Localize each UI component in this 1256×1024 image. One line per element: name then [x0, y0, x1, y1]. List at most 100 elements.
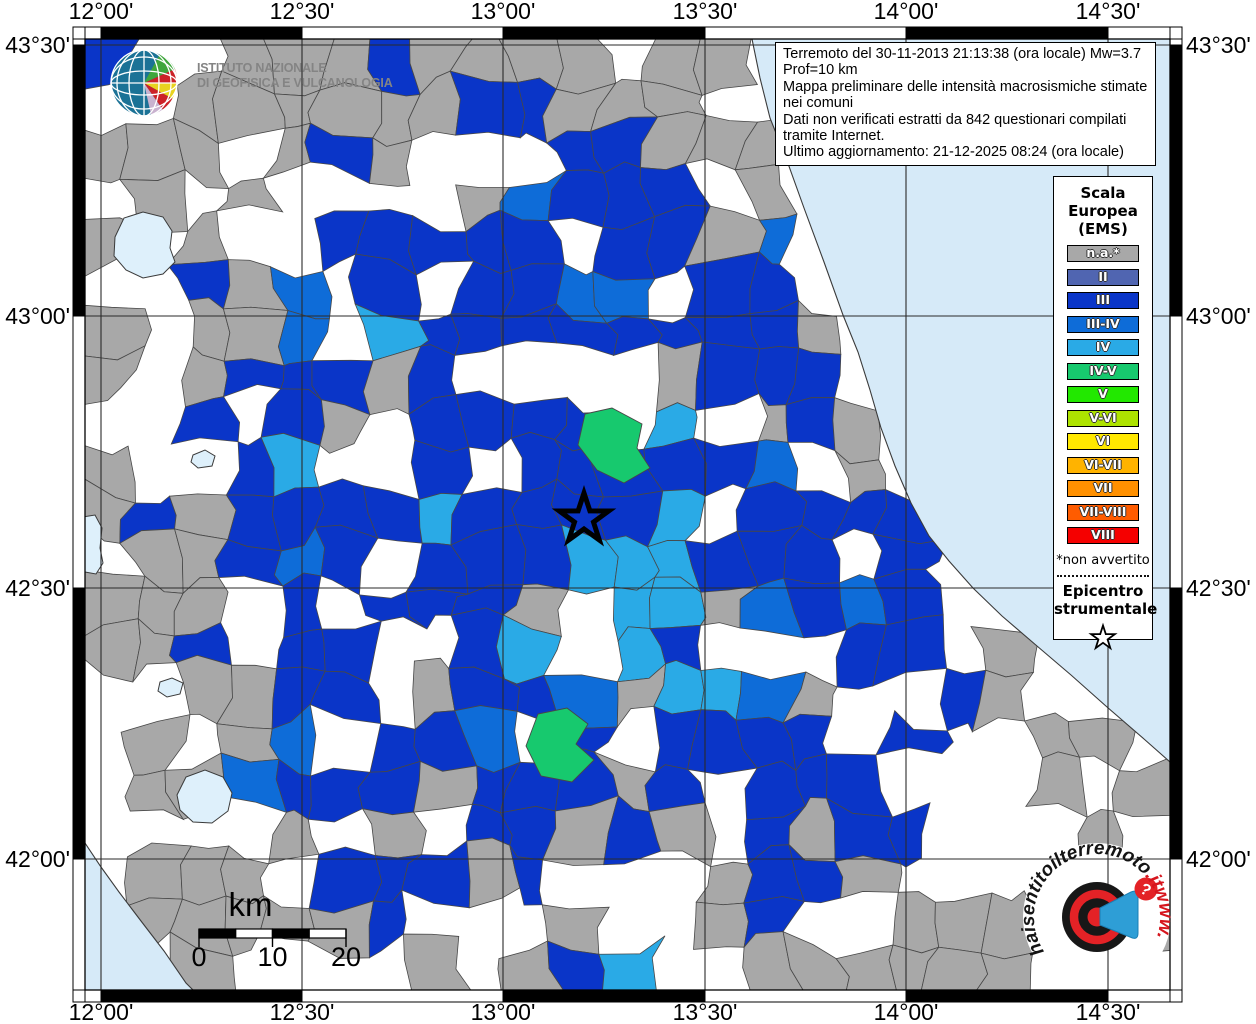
- scale-bar-segment: [308, 928, 347, 939]
- info-line-map-type: Mappa preliminare delle intensità macros…: [783, 78, 1148, 112]
- legend-title-line3: (EMS): [1078, 220, 1128, 238]
- municipality: [215, 177, 284, 213]
- longitude-label-bottom: 14°30': [1075, 999, 1141, 1024]
- info-line-questionnaires: Dati non verificati estratti da 842 ques…: [783, 111, 1127, 145]
- municipality-iv-v: [577, 407, 651, 484]
- earthquake-info-box: Terremoto del 30-11-2013 21:13:38 (ora l…: [775, 42, 1156, 166]
- legend-epicenter-line1: Epicentro: [1062, 582, 1144, 600]
- frame-segment: [72, 587, 86, 860]
- municipality: [920, 946, 989, 990]
- frame-segment: [1169, 315, 1183, 589]
- frame-segment: [72, 315, 86, 589]
- municipality: [656, 341, 703, 413]
- scale-bar-tick-label: 0: [191, 942, 206, 972]
- municipality: [742, 931, 804, 990]
- legend-swatch-iv-v: IV-V: [1067, 362, 1139, 380]
- scale-bar-tick-label: 20: [331, 942, 361, 972]
- municipality: [782, 930, 850, 990]
- latitude-label-left: 43°00': [5, 303, 70, 329]
- municipality: [892, 891, 940, 954]
- municipality: [547, 940, 605, 990]
- frame-segment: [704, 26, 907, 40]
- coastline: [751, 39, 1170, 763]
- frame-segment: [502, 26, 706, 40]
- municipality: [875, 709, 954, 756]
- question-mark-icon: ?: [1134, 877, 1158, 901]
- latitude-label-right: 42°30': [1186, 575, 1251, 601]
- longitude-label-top: 13°30': [672, 0, 738, 24]
- legend-swatch-iii: III: [1067, 292, 1139, 309]
- frame-corner: [72, 26, 86, 40]
- lake: [85, 514, 104, 575]
- lake: [113, 211, 176, 279]
- legend-swatch-n-a-: n.a.*: [1067, 245, 1139, 262]
- frame-corner: [1169, 989, 1183, 1003]
- municipality: [319, 399, 371, 454]
- longitude-label-top: 12°00': [68, 0, 134, 24]
- legend-swatch-vii-viii: VII-VIII: [1067, 503, 1139, 521]
- frame-corner: [72, 989, 86, 1003]
- frame-corner: [1169, 26, 1183, 40]
- frame-segment: [72, 38, 86, 46]
- plot-border: [84, 38, 1171, 991]
- legend-entries: n.a.* II III III-IV IV IV-V V V-VI VI VI-VII VII VI…: [1054, 245, 1152, 544]
- map-frame: [72, 26, 1183, 1003]
- municipality: [976, 952, 1034, 990]
- municipality: [835, 944, 897, 990]
- longitude-label-bottom: 14°00': [873, 999, 939, 1024]
- legend-epicenter-line2: strumentale: [1054, 600, 1158, 618]
- scale-bar-tick-label: 10: [257, 942, 287, 972]
- legend-swatch-v: V: [1067, 386, 1139, 403]
- legend-swatch-v-vi: V-VI: [1067, 409, 1139, 427]
- municipality: [410, 439, 473, 500]
- latitude-label-left: 42°00': [5, 846, 70, 872]
- scale-bar-segment: [235, 928, 274, 939]
- tyrrhenian-sea: [85, 843, 193, 990]
- municipality: [369, 137, 413, 187]
- scale-bar-segment: [271, 928, 310, 939]
- legend-title-line2: Europea: [1068, 202, 1138, 220]
- municipality: [403, 933, 472, 990]
- frame-segment: [301, 26, 504, 40]
- municipality: [1111, 757, 1170, 818]
- ingv-text-line2: DI GEOFISICA E VULCANOLOGIA: [197, 76, 393, 90]
- ems-legend: Scala Europea (EMS) n.a.* II III III-IV IV IV…: [1053, 176, 1158, 651]
- scale-bar-unit: km: [229, 886, 273, 923]
- frame-segment: [100, 26, 303, 40]
- longitude-label-bottom: 13°30': [672, 999, 738, 1024]
- municipality: [497, 940, 564, 990]
- municipality: [692, 39, 759, 96]
- frame-segment: [84, 26, 102, 40]
- municipality: [693, 901, 749, 950]
- legend-title-line1: Scala: [1080, 184, 1126, 202]
- frame-segment: [72, 44, 86, 317]
- municipality: [510, 397, 568, 441]
- haisentito-site-logo: ? haisentitoilterremoto.it www.: [1018, 838, 1177, 959]
- legend-divider: [1057, 575, 1149, 577]
- longitude-label-top: 14°30': [1075, 0, 1141, 24]
- lake: [190, 449, 216, 469]
- lake: [176, 769, 233, 824]
- frame-segment: [1169, 44, 1183, 317]
- latitude-label-right: 43°30': [1186, 32, 1251, 58]
- frame-segment: [1169, 38, 1183, 46]
- latitude-label-right: 43°00': [1186, 303, 1251, 329]
- lake: [157, 677, 184, 698]
- municipality: [834, 855, 903, 899]
- scale-bar-segment: [198, 928, 237, 939]
- latitude-label-left: 42°30': [5, 575, 70, 601]
- municipality: [887, 802, 931, 868]
- legend-swatch-vii: VII: [1067, 480, 1139, 497]
- longitude-label-bottom: 12°00': [68, 999, 134, 1024]
- longitude-label-top: 14°00': [873, 0, 939, 24]
- epicenter-star-symbol: [1088, 622, 1118, 651]
- frame-segment: [72, 858, 86, 991]
- legend-swatch-iv: IV: [1067, 339, 1139, 356]
- legend-swatch-iii-iv: III-IV: [1067, 315, 1139, 333]
- municipality: [516, 524, 572, 591]
- latitude-label-right: 42°00': [1186, 846, 1251, 872]
- legend-swatch-vi-vii: VI-VII: [1067, 456, 1139, 474]
- legend-swatch-ii: II: [1067, 268, 1139, 286]
